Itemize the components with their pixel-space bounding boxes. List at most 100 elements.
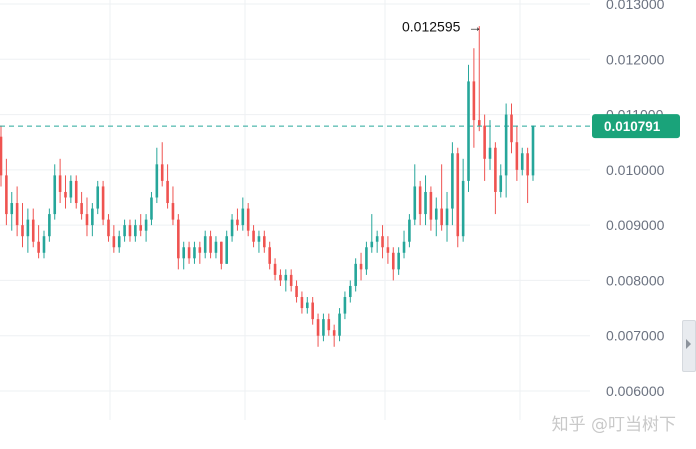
candle: [381, 225, 384, 259]
candle: [531, 125, 535, 181]
current-price-tag: 0.010791: [592, 114, 680, 139]
candle-body: [177, 219, 180, 259]
candle-body: [10, 203, 14, 215]
candle-body: [252, 230, 255, 242]
candle: [257, 230, 261, 253]
candle-body: [273, 263, 277, 275]
candle: [499, 164, 503, 198]
candle: [316, 313, 320, 347]
candle-body: [391, 252, 395, 270]
candle: [74, 175, 78, 209]
candle: [402, 230, 406, 259]
candle-body: [155, 164, 159, 198]
candle-body: [456, 153, 460, 237]
candle: [391, 247, 395, 281]
axis-scroll-handle[interactable]: [682, 320, 696, 372]
candle: [494, 142, 497, 215]
candle: [311, 297, 314, 325]
candle-body: [494, 147, 497, 192]
price-axis: 0.0130000.0120000.0110000.0100000.009000…: [606, 0, 665, 399]
candle-body: [263, 236, 266, 248]
candle: [15, 186, 19, 237]
candle: [306, 297, 309, 314]
candle: [365, 241, 368, 275]
candle: [101, 180, 105, 226]
candle-body: [26, 219, 30, 237]
candle-body: [198, 247, 202, 253]
candle-body: [160, 164, 164, 181]
candle-body: [343, 297, 347, 314]
candle-body: [64, 191, 67, 198]
candle-body: [322, 319, 325, 336]
candle-body: [397, 252, 400, 270]
candle: [472, 48, 476, 148]
candle: [397, 247, 400, 275]
candle-body: [461, 180, 465, 237]
chevron-right-icon: [686, 339, 691, 349]
candle: [252, 225, 255, 248]
candle-body: [230, 219, 234, 237]
candle-body: [117, 236, 121, 248]
candle: [451, 142, 454, 226]
candle: [408, 214, 411, 248]
candle-body: [504, 114, 508, 176]
candle: [284, 269, 288, 292]
candle-body: [284, 274, 288, 281]
candle: [220, 241, 223, 270]
candle: [467, 64, 470, 192]
candle-body: [107, 219, 110, 237]
candle-body: [370, 241, 374, 248]
candle-body: [193, 247, 196, 259]
candle-body: [241, 208, 245, 226]
candle-body: [295, 285, 298, 298]
candle: [434, 197, 438, 237]
candle: [112, 225, 116, 253]
candle: [31, 208, 35, 248]
candle-body: [520, 153, 524, 170]
candle: [418, 180, 422, 226]
candle-body: [279, 274, 282, 281]
candle: [69, 175, 73, 204]
candle-body: [209, 236, 212, 253]
candle: [198, 241, 202, 264]
candle-body: [21, 225, 24, 237]
candle: [80, 191, 83, 220]
candle-body: [375, 236, 379, 242]
candle-body: [451, 153, 454, 209]
candle: [107, 214, 110, 242]
candle-body: [139, 225, 143, 231]
candle-body: [225, 236, 228, 264]
candle-body: [311, 302, 314, 320]
candle-body: [31, 219, 35, 242]
y-tick-label: 0.006000: [606, 383, 665, 399]
candle: [171, 186, 175, 226]
candle: [413, 164, 417, 226]
y-tick-label: 0.013000: [606, 0, 665, 12]
candle-body: [37, 241, 40, 253]
candle: [139, 214, 143, 237]
candle-body: [467, 81, 470, 181]
candle-body: [354, 263, 357, 286]
candle-body: [413, 186, 417, 220]
candle: [332, 324, 336, 347]
candle-body: [386, 247, 390, 253]
candle: [354, 258, 357, 292]
candle: [96, 180, 100, 215]
candle-body: [128, 225, 132, 237]
candle-body: [101, 186, 105, 220]
candle: [510, 103, 513, 154]
y-tick-label: 0.007000: [606, 328, 665, 344]
y-tick-label: 0.010000: [606, 162, 665, 178]
candle: [279, 269, 282, 286]
candle: [504, 103, 508, 198]
candle: [10, 191, 14, 231]
candles: [0, 26, 535, 347]
candle-body: [531, 125, 535, 176]
candle-body: [418, 186, 422, 215]
candle-body: [220, 241, 223, 264]
candle-body: [48, 214, 51, 237]
candle-body: [5, 175, 8, 215]
candle: [182, 241, 186, 270]
candle-body: [236, 219, 239, 226]
candle: [91, 203, 94, 237]
